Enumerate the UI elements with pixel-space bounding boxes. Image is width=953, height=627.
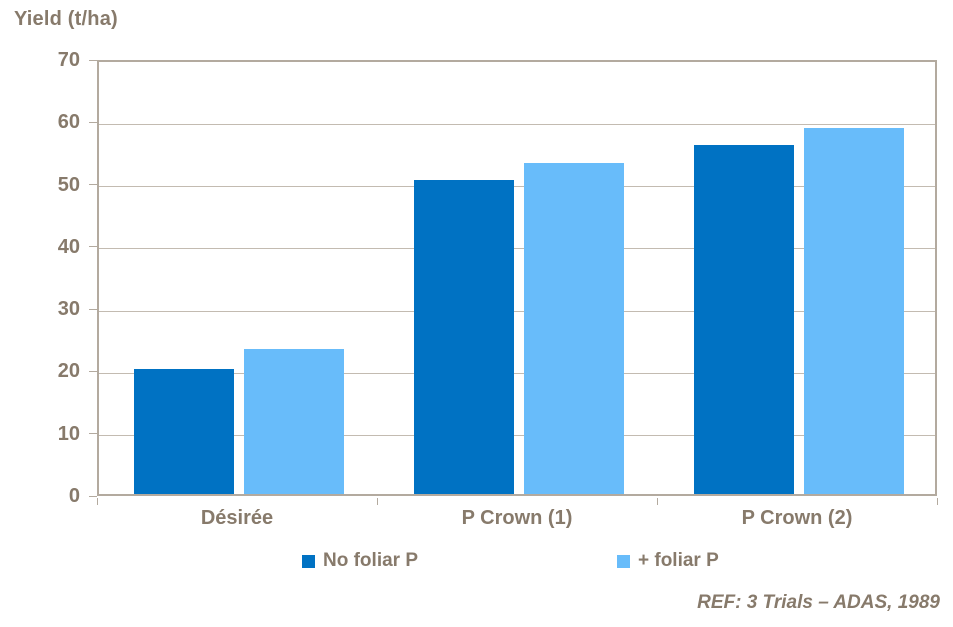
y-tick-label-40: 40: [57, 235, 80, 258]
x-tick-mark-1: [376, 498, 378, 505]
y-tick-mark-10: [89, 433, 97, 435]
legend-swatch-icon: [617, 554, 630, 568]
gridline-40: [99, 248, 935, 250]
y-tick-mark-20: [89, 370, 97, 372]
x-tick-mark-2: [656, 498, 658, 505]
reference-note: REF: 3 Trials – ADAS, 1989: [697, 592, 940, 613]
y-tick-label-20: 20: [57, 360, 80, 383]
gridline-50: [99, 186, 935, 188]
legend-item-No foliar P: No foliar P: [302, 549, 418, 573]
bar-P Crown (2)-+ foliar P: [804, 128, 904, 494]
y-tick-label-30: 30: [57, 298, 80, 321]
gridline-60: [99, 123, 935, 125]
y-tick-label-0: 0: [68, 485, 80, 507]
y-tick-label-60: 60: [57, 111, 80, 134]
legend-label: No foliar P: [323, 550, 419, 571]
bar-Désirée-No foliar P: [134, 369, 234, 494]
y-tick-mark-60: [89, 121, 97, 123]
gridline-30: [99, 310, 935, 312]
y-tick-label-10: 10: [57, 422, 80, 445]
y-tick-label-50: 50: [57, 173, 80, 196]
category-label-2: P Crown (1): [461, 507, 573, 529]
y-axis-title: Yield (t/ha): [14, 8, 118, 30]
bar-Désirée-+ foliar P: [244, 349, 344, 494]
x-tick-mark-3: [936, 498, 938, 505]
bar-P Crown (2)-No foliar P: [694, 145, 794, 494]
y-tick-mark-70: [89, 59, 97, 61]
legend-swatch-icon: [302, 554, 315, 568]
y-tick-label-70: 70: [57, 49, 80, 71]
bar-P Crown (1)-+ foliar P: [524, 163, 624, 494]
y-tick-mark-0: [89, 495, 97, 497]
x-tick-mark-0: [96, 498, 98, 505]
category-label-3: P Crown (2): [741, 507, 853, 529]
y-tick-mark-40: [89, 246, 97, 248]
gridline-20: [99, 372, 935, 374]
category-label-1: Désirée: [200, 507, 274, 529]
y-tick-mark-30: [89, 308, 97, 310]
legend-label: + foliar P: [638, 550, 719, 571]
y-tick-mark-50: [89, 184, 97, 186]
plot-area: [97, 60, 937, 496]
bar-P Crown (1)-No foliar P: [414, 180, 514, 494]
legend-item-+ foliar P: + foliar P: [617, 549, 719, 573]
gridline-10: [99, 435, 935, 437]
